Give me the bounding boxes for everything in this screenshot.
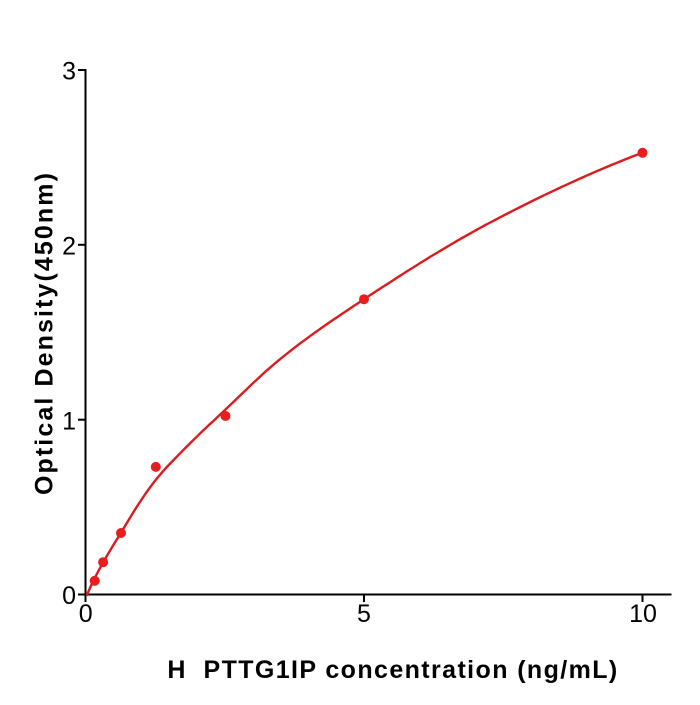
svg-text:H PTTG1IP concentration (ng/m: H PTTG1IP concentration (ng/mL) bbox=[167, 656, 618, 684]
svg-text:3: 3 bbox=[62, 57, 76, 85]
svg-text:1: 1 bbox=[62, 408, 76, 436]
svg-text:2: 2 bbox=[62, 232, 76, 260]
svg-text:Optical Density(450nm): Optical Density(450nm) bbox=[31, 171, 59, 495]
svg-text:0: 0 bbox=[62, 582, 76, 610]
svg-text:10: 10 bbox=[629, 600, 657, 628]
svg-text:5: 5 bbox=[357, 600, 371, 628]
svg-text:0: 0 bbox=[79, 600, 93, 628]
